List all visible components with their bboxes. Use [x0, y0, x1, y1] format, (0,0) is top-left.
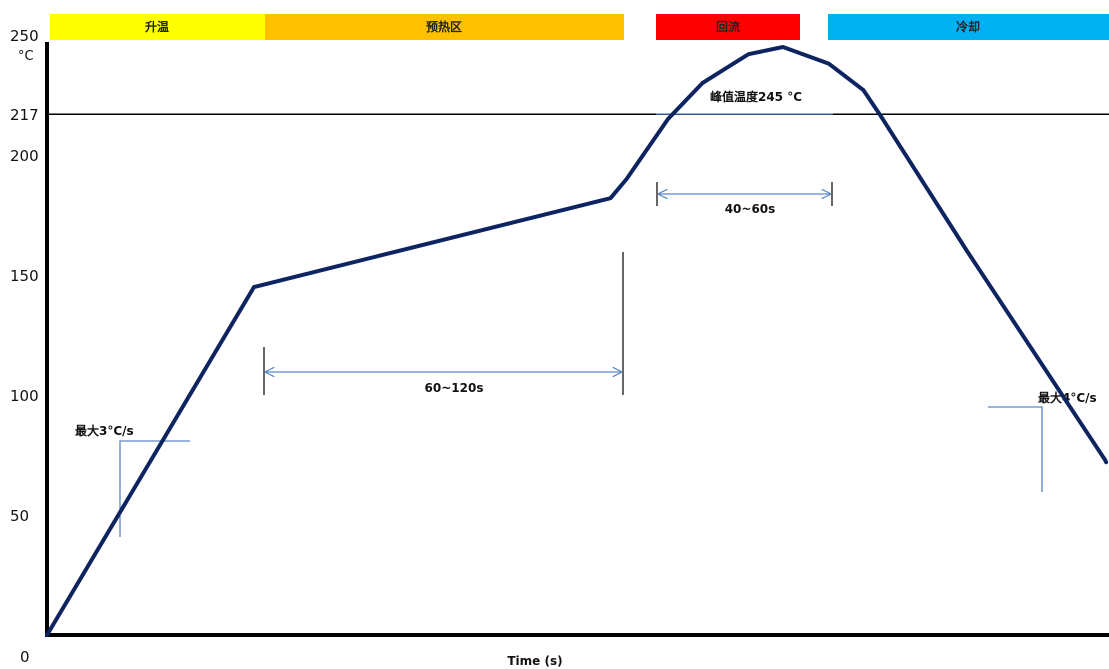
phase-bar-ramp — [50, 14, 265, 40]
y-tick-label-217: 217 — [10, 106, 39, 124]
reflow-profile-curve — [45, 45, 1109, 637]
cool-rate-bracket — [988, 406, 1043, 492]
y-tick-label-50: 50 — [10, 507, 29, 525]
phase-label-ramp: 升温 — [145, 19, 169, 34]
ramp-rate-label: 最大3°C/s — [75, 423, 134, 438]
phase-bar-preheat — [265, 14, 624, 40]
phase-label-preheat: 预热区 — [426, 19, 462, 34]
peak-label: 峰值温度245 °C — [710, 89, 802, 104]
y-tick-labels: 50 100 150 200 217 250 — [10, 27, 39, 525]
preheat-time-label: 60~120s — [425, 381, 484, 395]
phase-bar-reflow — [656, 14, 800, 40]
phase-label-reflow: 回流 — [716, 19, 740, 34]
y-axis-unit: °C — [18, 49, 34, 64]
y-tick-label-100: 100 — [10, 387, 39, 405]
cool-rate-label: 最大4°C/s — [1038, 390, 1097, 405]
ramp-rate-bracket — [119, 440, 190, 537]
phase-label-cooling: 冷却 — [956, 19, 980, 34]
y-tick-label-250: 250 — [10, 27, 39, 45]
x-axis-title: Time (s) — [507, 654, 562, 668]
y-tick-label-150: 150 — [10, 267, 39, 285]
reflow-time-label: 40~60s — [725, 202, 776, 216]
y-tick-label-200: 200 — [10, 147, 39, 165]
phase-bar-cooling — [828, 14, 1109, 40]
x-axis-origin-label: 0 — [20, 648, 30, 666]
